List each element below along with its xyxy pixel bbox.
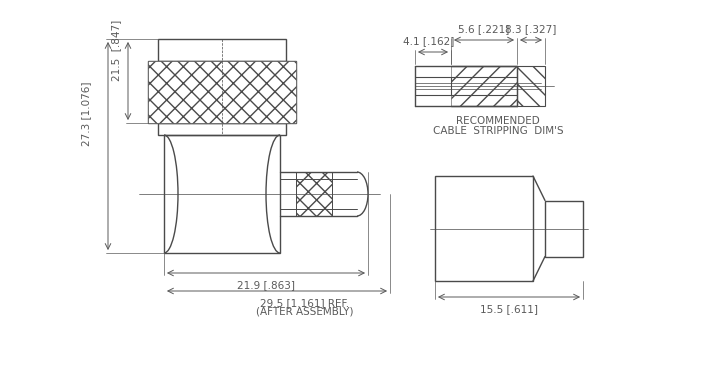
Text: 21.5  [.847]: 21.5 [.847] bbox=[111, 20, 121, 81]
Text: 5.6 [.221]: 5.6 [.221] bbox=[459, 24, 510, 34]
Bar bbox=[158, 123, 286, 135]
Bar bbox=[435, 176, 533, 281]
Bar bbox=[148, 61, 296, 123]
Bar bbox=[545, 201, 583, 256]
Text: 8.3 [.327]: 8.3 [.327] bbox=[505, 24, 557, 34]
Text: (AFTER ASSEMBLY): (AFTER ASSEMBLY) bbox=[256, 307, 354, 317]
Bar bbox=[158, 39, 286, 61]
Bar bbox=[148, 61, 296, 123]
Text: 15.5 [.611]: 15.5 [.611] bbox=[480, 304, 538, 314]
Text: RECOMMENDED: RECOMMENDED bbox=[456, 116, 540, 126]
Text: 4.1 [.162]: 4.1 [.162] bbox=[403, 36, 455, 46]
Text: 21.9 [.863]: 21.9 [.863] bbox=[237, 280, 295, 290]
Text: 29.5 [1.161] REF.: 29.5 [1.161] REF. bbox=[261, 298, 350, 308]
Bar bbox=[517, 66, 545, 106]
Bar bbox=[164, 135, 280, 253]
Bar bbox=[296, 172, 332, 216]
Text: CABLE  STRIPPING  DIM'S: CABLE STRIPPING DIM'S bbox=[433, 126, 563, 136]
Bar bbox=[451, 66, 517, 106]
Text: 27.3 [1.076]: 27.3 [1.076] bbox=[81, 81, 91, 146]
